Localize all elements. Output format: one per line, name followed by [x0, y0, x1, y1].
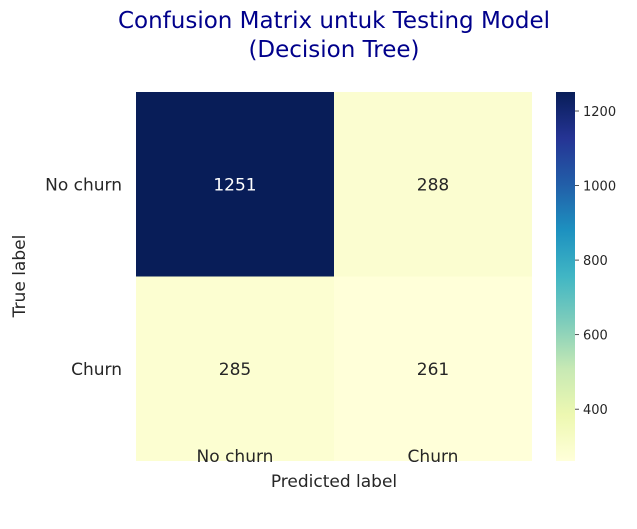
x-tick-label: Churn: [408, 447, 459, 467]
colorbar-ticks: 400 600 800 1000 1200: [575, 105, 616, 418]
colorbar: [556, 92, 575, 461]
colorbar-tick-label: 600: [583, 329, 608, 344]
cell-value-label: 261: [417, 360, 449, 380]
colorbar-tick-label: 400: [583, 403, 608, 418]
chart-title-line-2: (Decision Tree): [248, 37, 419, 63]
y-tick-labels: No churn Churn: [45, 175, 122, 380]
cell-value-label: 1251: [213, 175, 256, 195]
cell-value-label: 288: [417, 175, 449, 195]
colorbar-tick-label: 1000: [583, 180, 616, 195]
x-tick-labels: No churn Churn: [197, 447, 459, 467]
cell-value-label: 285: [219, 360, 251, 380]
colorbar-tick-label: 800: [583, 254, 608, 269]
heatmap-cell: [136, 276, 334, 461]
colorbar-tick-label: 1200: [583, 105, 616, 120]
heatmap-cell: [334, 92, 532, 277]
x-axis-label: Predicted label: [271, 472, 397, 492]
cell-annotations: 1251 288 285 261: [213, 175, 449, 380]
heatmap-cell: [334, 276, 532, 461]
heatmap-cells: [136, 92, 532, 461]
x-tick-label: No churn: [197, 447, 274, 467]
y-axis-label: True label: [10, 235, 30, 319]
y-tick-label: Churn: [71, 360, 122, 380]
chart-title-line-1: Confusion Matrix untuk Testing Model: [118, 8, 550, 34]
heatmap-cell: [136, 92, 334, 277]
y-tick-label: No churn: [45, 175, 122, 195]
